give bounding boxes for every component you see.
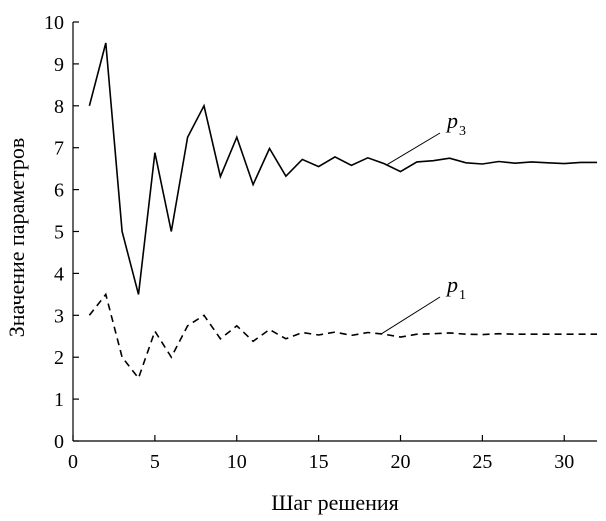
y-tick-label: 3 [54,305,64,327]
x-tick-label: 10 [227,451,247,473]
y-tick-label: 10 [44,12,64,34]
y-axis-title: Значение параметров [4,138,29,338]
series-line-p3 [88,42,597,295]
leader-line-p1 [380,296,441,335]
y-tick-label: 9 [54,54,64,76]
y-tick-label: 1 [54,389,64,411]
series-label-p3: p3 [445,108,466,139]
x-tick-label: 15 [309,451,329,473]
y-tick-label: 5 [54,222,64,244]
x-axis-title: Шаг решения [271,490,399,515]
x-tick-label: 5 [150,451,160,473]
y-tick-label: 7 [54,138,64,160]
x-tick-label: 30 [554,451,574,473]
x-tick-label: 0 [68,451,78,473]
y-tick-label: 4 [54,263,64,285]
leader-line-p3 [387,132,441,165]
series-line-p1 [88,292,597,380]
y-tick-label: 8 [54,96,64,118]
x-tick-label: 20 [391,451,411,473]
y-tick-label: 0 [54,431,64,453]
x-tick-label: 25 [472,451,492,473]
y-tick-label: 2 [54,347,64,369]
y-tick-label: 6 [54,180,64,202]
series-label-p1: p1 [445,272,466,303]
